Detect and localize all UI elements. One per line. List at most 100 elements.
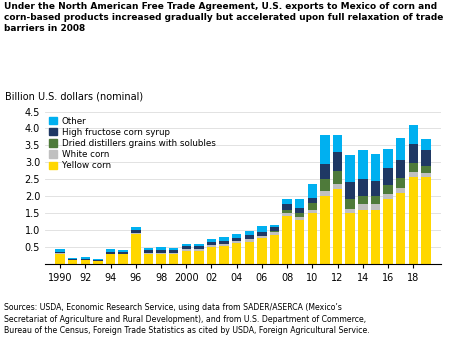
Bar bbox=[219, 241, 229, 244]
Bar bbox=[333, 152, 342, 171]
Bar bbox=[346, 155, 355, 182]
Bar bbox=[283, 216, 292, 264]
Bar bbox=[55, 253, 65, 254]
Bar bbox=[118, 252, 128, 254]
Bar bbox=[371, 154, 380, 181]
Bar bbox=[383, 168, 393, 185]
Bar bbox=[320, 179, 330, 191]
Bar bbox=[346, 182, 355, 199]
Bar bbox=[257, 238, 267, 264]
Bar bbox=[270, 225, 279, 227]
Bar bbox=[371, 181, 380, 196]
Bar bbox=[383, 194, 393, 199]
Bar bbox=[144, 254, 153, 264]
Bar bbox=[207, 242, 216, 245]
Bar bbox=[169, 250, 178, 253]
Bar bbox=[358, 204, 368, 210]
Bar bbox=[421, 150, 431, 166]
Text: Billion U.S. dollars (nominal): Billion U.S. dollars (nominal) bbox=[5, 92, 144, 102]
Bar bbox=[346, 209, 355, 213]
Bar bbox=[181, 251, 191, 264]
Bar bbox=[257, 226, 267, 232]
Bar bbox=[333, 171, 342, 184]
Bar bbox=[295, 208, 305, 213]
Bar bbox=[232, 238, 241, 241]
Bar bbox=[219, 237, 229, 241]
Bar bbox=[358, 210, 368, 264]
Bar bbox=[156, 247, 166, 250]
Bar bbox=[207, 247, 216, 264]
Bar bbox=[308, 184, 317, 198]
Bar bbox=[118, 254, 128, 264]
Bar bbox=[144, 248, 153, 250]
Bar bbox=[320, 135, 330, 164]
Bar bbox=[396, 188, 405, 193]
Bar bbox=[346, 213, 355, 264]
Bar bbox=[156, 253, 166, 254]
Bar bbox=[257, 232, 267, 236]
Bar bbox=[169, 253, 178, 254]
Bar bbox=[131, 234, 140, 264]
Bar bbox=[308, 210, 317, 213]
Bar bbox=[270, 232, 279, 235]
Bar bbox=[358, 150, 368, 179]
Bar bbox=[118, 250, 128, 252]
Bar bbox=[421, 139, 431, 150]
Bar bbox=[207, 245, 216, 247]
Bar bbox=[383, 199, 393, 264]
Bar bbox=[156, 254, 166, 264]
Bar bbox=[371, 210, 380, 264]
Bar bbox=[55, 254, 65, 264]
Bar bbox=[333, 135, 342, 152]
Bar bbox=[421, 166, 431, 173]
Bar bbox=[169, 254, 178, 264]
Bar bbox=[106, 254, 115, 264]
Bar bbox=[295, 199, 305, 208]
Bar bbox=[409, 125, 418, 144]
Bar bbox=[156, 250, 166, 253]
Bar bbox=[358, 196, 368, 204]
Bar bbox=[245, 239, 254, 242]
Bar bbox=[358, 179, 368, 196]
Bar bbox=[68, 258, 77, 259]
Bar bbox=[295, 213, 305, 217]
Bar bbox=[194, 244, 203, 246]
Bar bbox=[181, 244, 191, 246]
Bar bbox=[81, 257, 90, 259]
Text: Under the North American Free Trade Agreement, U.S. exports to Mexico of corn an: Under the North American Free Trade Agre… bbox=[4, 2, 444, 33]
Bar bbox=[295, 217, 305, 220]
Bar bbox=[409, 172, 418, 177]
Bar bbox=[144, 250, 153, 253]
Bar bbox=[283, 204, 292, 210]
Bar bbox=[181, 249, 191, 251]
Bar bbox=[55, 249, 65, 252]
Bar bbox=[245, 235, 254, 239]
Bar bbox=[131, 227, 140, 230]
Bar bbox=[308, 203, 317, 210]
Bar bbox=[308, 213, 317, 264]
Bar bbox=[371, 196, 380, 204]
Bar bbox=[257, 236, 267, 238]
Bar bbox=[207, 239, 216, 242]
Bar bbox=[194, 251, 203, 264]
Bar bbox=[232, 234, 241, 238]
Bar bbox=[320, 191, 330, 196]
Bar bbox=[55, 252, 65, 253]
Bar bbox=[245, 231, 254, 235]
Bar bbox=[396, 160, 405, 178]
Bar bbox=[270, 227, 279, 231]
Bar bbox=[409, 144, 418, 163]
Bar bbox=[270, 235, 279, 264]
Legend: Other, High fructose corn syrup, Dried distillers grains with solubles, White co: Other, High fructose corn syrup, Dried d… bbox=[45, 113, 219, 174]
Bar bbox=[194, 246, 203, 249]
Bar bbox=[283, 210, 292, 213]
Bar bbox=[308, 198, 317, 203]
Bar bbox=[320, 164, 330, 179]
Bar bbox=[81, 260, 90, 264]
Bar bbox=[93, 259, 103, 260]
Bar bbox=[106, 252, 115, 254]
Bar bbox=[68, 259, 77, 260]
Bar bbox=[295, 220, 305, 264]
Bar bbox=[232, 243, 241, 264]
Bar bbox=[232, 241, 241, 243]
